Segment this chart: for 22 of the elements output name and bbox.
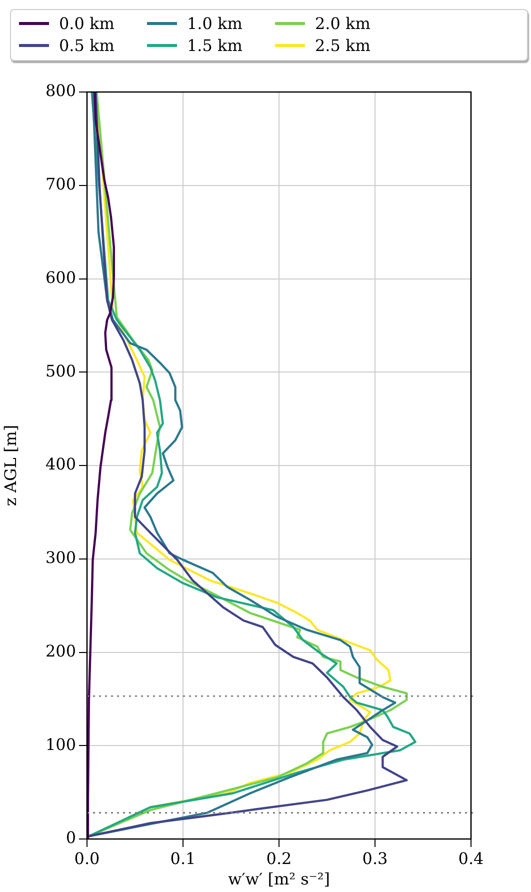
y-tick-label: 700 <box>45 174 76 194</box>
legend-label: 2.0 km <box>315 14 370 32</box>
y-tick-label: 0 <box>66 828 76 848</box>
y-tick-label: 200 <box>45 641 76 660</box>
y-tick-label: 800 <box>45 81 76 100</box>
y-tick-label: 500 <box>45 361 76 380</box>
x-tick-label: 0.1 <box>170 848 196 868</box>
y-tick-label: 300 <box>45 548 76 568</box>
legend-label: 1.5 km <box>187 36 242 54</box>
x-axis-title: w′w′ [m² s⁻²] <box>228 870 330 889</box>
legend-label: 0.5 km <box>59 36 114 54</box>
y-axis-title: z AGL [m] <box>0 424 20 506</box>
y-tick-label: 600 <box>45 268 76 287</box>
legend-label: 0.0 km <box>59 14 114 32</box>
legend-label: 2.5 km <box>315 36 370 54</box>
x-tick-label: 0.0 <box>74 848 100 868</box>
x-tick-label: 0.4 <box>458 848 484 868</box>
legend-label: 1.0 km <box>187 14 242 32</box>
x-tick-label: 0.3 <box>362 848 388 868</box>
y-tick-label: 400 <box>45 454 76 474</box>
y-tick-label: 100 <box>45 734 76 754</box>
x-tick-label: 0.2 <box>266 848 292 868</box>
